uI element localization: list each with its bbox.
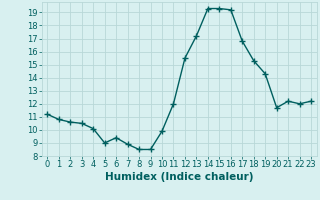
X-axis label: Humidex (Indice chaleur): Humidex (Indice chaleur) bbox=[105, 172, 253, 182]
